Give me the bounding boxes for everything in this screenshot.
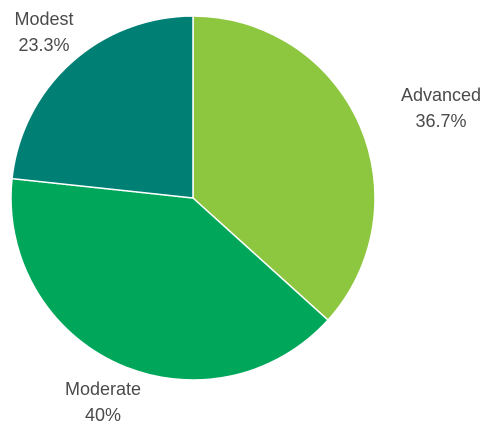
pie-slice-modest	[11, 15, 194, 199]
pie-slice-advanced	[192, 15, 376, 322]
label-modest-value: 23.3%	[18, 35, 69, 55]
pie-labels: Advanced 36.7% Moderate 40% Modest 23.3%	[14, 9, 481, 425]
label-advanced-value: 36.7%	[415, 111, 466, 131]
label-moderate-value: 40%	[85, 405, 121, 425]
pie-slices	[10, 15, 376, 381]
label-moderate-name: Moderate	[65, 379, 141, 399]
label-modest-name: Modest	[14, 9, 73, 29]
pie-slice-moderate	[10, 177, 330, 381]
label-advanced-name: Advanced	[401, 85, 481, 105]
